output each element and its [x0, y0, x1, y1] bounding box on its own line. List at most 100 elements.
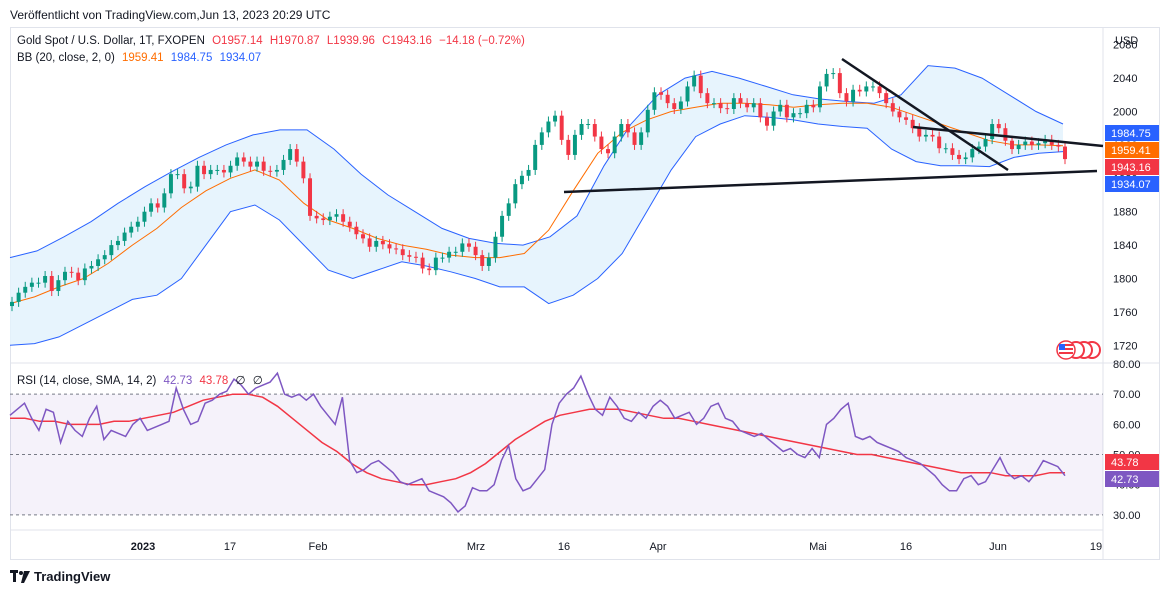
candle-body	[228, 165, 233, 173]
main-legend: Gold Spot / U.S. Dollar, 1T, FXOPEN O195…	[17, 35, 529, 47]
candle-body	[1010, 140, 1015, 150]
rsi-na-2: ∅	[252, 375, 263, 387]
candle-body	[559, 115, 564, 140]
candle-body	[460, 243, 465, 252]
candle-body	[957, 154, 962, 160]
candle-body	[314, 215, 319, 219]
candle-body	[427, 268, 432, 271]
candle-body	[712, 103, 716, 105]
candle-body	[586, 124, 591, 126]
bb-lower-tag-bg	[1105, 176, 1159, 192]
candle-body	[731, 98, 736, 109]
candle-body	[606, 149, 611, 154]
candle-body	[937, 136, 942, 149]
candle-body	[784, 104, 789, 118]
candle-body	[798, 113, 803, 115]
candle-body	[579, 124, 584, 135]
candle-body	[168, 174, 173, 194]
candle-body	[572, 134, 577, 155]
candle-body	[665, 94, 670, 104]
trendline	[841, 57, 1009, 172]
candle-body	[506, 203, 511, 216]
candle-body	[29, 282, 34, 287]
price-tick-label: 1800	[1113, 274, 1137, 286]
candle-body	[221, 169, 226, 173]
candle-body	[400, 249, 405, 256]
candle-body	[135, 221, 140, 227]
bb-lower-tag: 1934.07	[1111, 179, 1151, 191]
candle-body	[453, 251, 458, 253]
time-tick-label: 17	[224, 541, 236, 553]
candle-body	[718, 103, 723, 109]
tradingview-logo-icon	[10, 569, 30, 583]
candle-body	[82, 268, 87, 281]
candle-body	[817, 86, 822, 108]
candle-body	[791, 113, 796, 118]
time-tick-label: Feb	[309, 541, 328, 553]
candle-body	[546, 121, 551, 133]
candle-body	[930, 134, 935, 137]
candle-body	[394, 248, 399, 250]
candle-body	[632, 132, 637, 145]
candle-body	[923, 134, 928, 137]
rsi-tick-label: 80.00	[1113, 359, 1141, 371]
candle-body	[1029, 141, 1034, 145]
candle-body	[274, 169, 279, 172]
candle-body	[96, 259, 101, 266]
candle-body	[943, 148, 948, 150]
candle-body	[811, 104, 816, 108]
candle-body	[49, 275, 54, 292]
grid	[10, 28, 1160, 560]
candle-body	[864, 86, 869, 92]
bollinger-bands	[9, 65, 1064, 346]
trendlines[interactable]	[563, 57, 1104, 194]
candle-body	[771, 111, 776, 126]
candle-body	[519, 175, 524, 185]
us-flag-icon[interactable]	[1054, 340, 1102, 360]
ohlc-high: H1970.87	[269, 35, 320, 47]
candle-body	[361, 234, 365, 239]
candle-body	[884, 93, 889, 104]
symbol-label[interactable]: Gold Spot / U.S. Dollar, 1T, FXOPEN	[17, 35, 205, 47]
bb-label[interactable]: BB (20, close, 2, 0)	[17, 52, 115, 64]
candle-body	[678, 101, 683, 109]
bb-lower-line	[9, 115, 1064, 346]
rsi-sma-value: 43.78	[199, 375, 229, 387]
rsi-sma-tag-bg	[1105, 454, 1159, 470]
rsi-line	[9, 371, 1066, 513]
candle-body	[301, 161, 306, 179]
close-price-tag-bg	[1105, 159, 1159, 175]
candle-body	[56, 280, 61, 292]
price-tick-label: 2080	[1113, 40, 1137, 52]
candle-body	[844, 93, 849, 102]
candle-body	[751, 103, 756, 108]
candle-body	[566, 139, 571, 155]
candle-body	[619, 124, 624, 137]
tradingview-brand[interactable]: TradingView	[10, 569, 110, 584]
candle-body	[692, 75, 697, 87]
candle-body	[334, 214, 339, 217]
candle-body	[778, 104, 783, 112]
candle-body	[824, 73, 829, 87]
candle-body	[851, 89, 856, 102]
candle-body	[43, 275, 48, 283]
time-tick-label: Mai	[809, 541, 827, 553]
rsi-label[interactable]: RSI (14, close, SMA, 14, 2)	[17, 375, 157, 387]
candle-body	[308, 178, 313, 216]
ohlc-low: L1939.96	[326, 35, 375, 47]
candle-body	[599, 136, 604, 150]
candle-body	[645, 109, 650, 133]
candle-body	[976, 146, 981, 150]
candle-body	[1036, 143, 1041, 145]
rsi-tag-bg	[1105, 471, 1159, 487]
candle-body	[23, 286, 28, 293]
candle-body	[374, 240, 379, 247]
candle-body	[659, 92, 664, 95]
price-tick-label: 2000	[1113, 107, 1137, 119]
price-tick-label: 1720	[1113, 340, 1137, 352]
candle-body	[466, 243, 471, 247]
candle-body	[539, 132, 544, 145]
brand-label: TradingView	[34, 569, 111, 584]
candle-body	[288, 149, 293, 160]
